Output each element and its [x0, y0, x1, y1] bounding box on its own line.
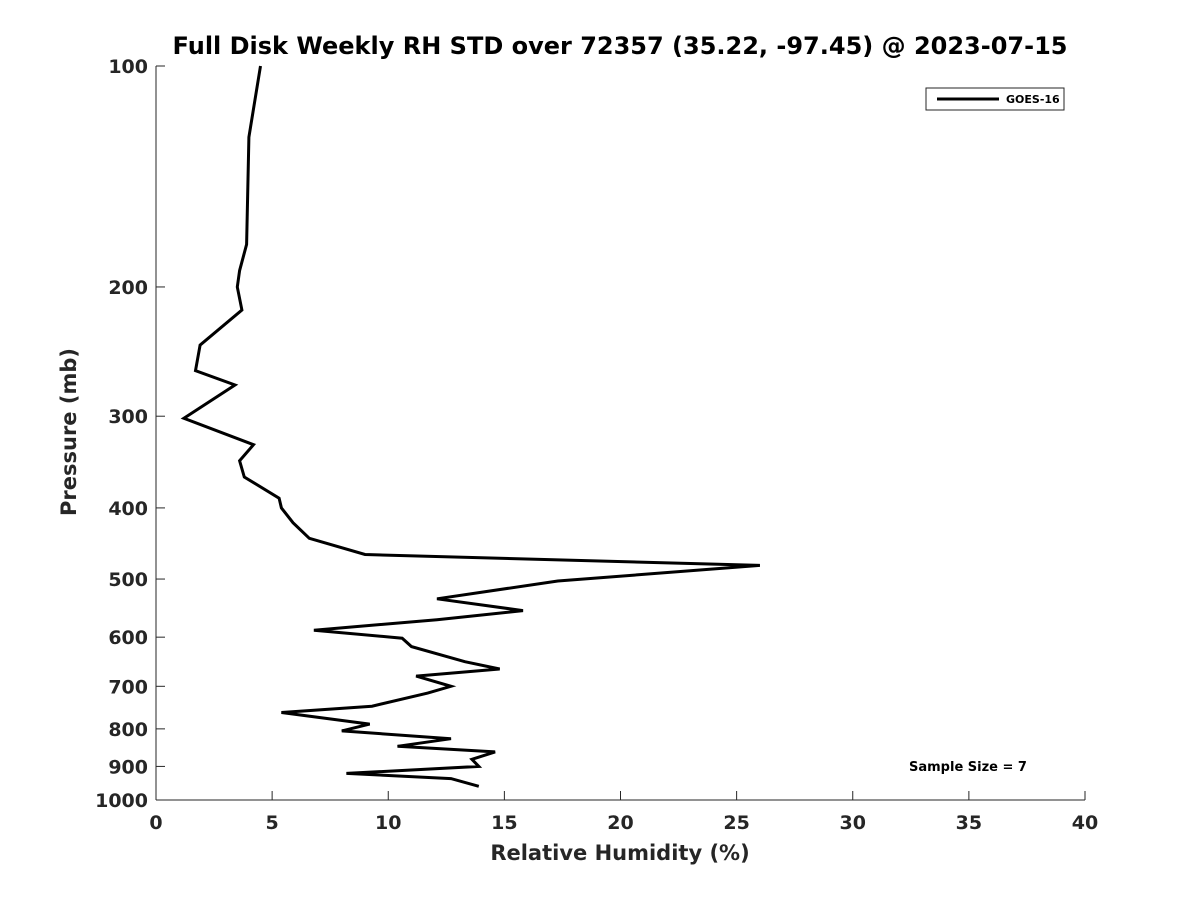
x-tick-label: 35: [956, 812, 982, 834]
y-tick-label: 100: [108, 56, 148, 78]
y-tick-label: 800: [108, 719, 148, 741]
y-axis-label: Pressure (mb): [57, 348, 81, 516]
y-tick-label: 300: [108, 406, 148, 428]
ticks: 0 5 10 15 20 25 30 35 40 100 200 300 400 500 600 700 800…: [95, 56, 1098, 834]
x-tick-label: 20: [607, 812, 633, 834]
y-tick-label: 700: [108, 676, 148, 698]
axes: [155, 66, 1085, 801]
x-tick-label: 15: [491, 812, 517, 834]
y-tick-label: 1000: [95, 790, 148, 812]
x-tick-label: 40: [1072, 812, 1098, 834]
chart-title: Full Disk Weekly RH STD over 72357 (35.2…: [173, 32, 1068, 60]
plot-area: [180, 65, 761, 788]
y-tick-label: 200: [108, 277, 148, 299]
x-tick-label: 10: [375, 812, 401, 834]
y-tick-label: 500: [108, 569, 148, 591]
series-line-goes-16: [180, 65, 761, 788]
x-tick-label: 0: [149, 812, 162, 834]
x-tick-label: 5: [266, 812, 279, 834]
y-tick-label: 600: [108, 627, 148, 649]
x-tick-label: 30: [840, 812, 866, 834]
sample-size-annotation: Sample Size = 7: [909, 760, 1027, 775]
legend: GOES-16: [925, 87, 1065, 111]
x-tick-label: 25: [723, 812, 749, 834]
x-axis-label: Relative Humidity (%): [490, 841, 749, 865]
y-tick-label: 900: [108, 756, 148, 778]
y-tick-label: 400: [108, 498, 148, 520]
legend-label: GOES-16: [1006, 93, 1060, 106]
